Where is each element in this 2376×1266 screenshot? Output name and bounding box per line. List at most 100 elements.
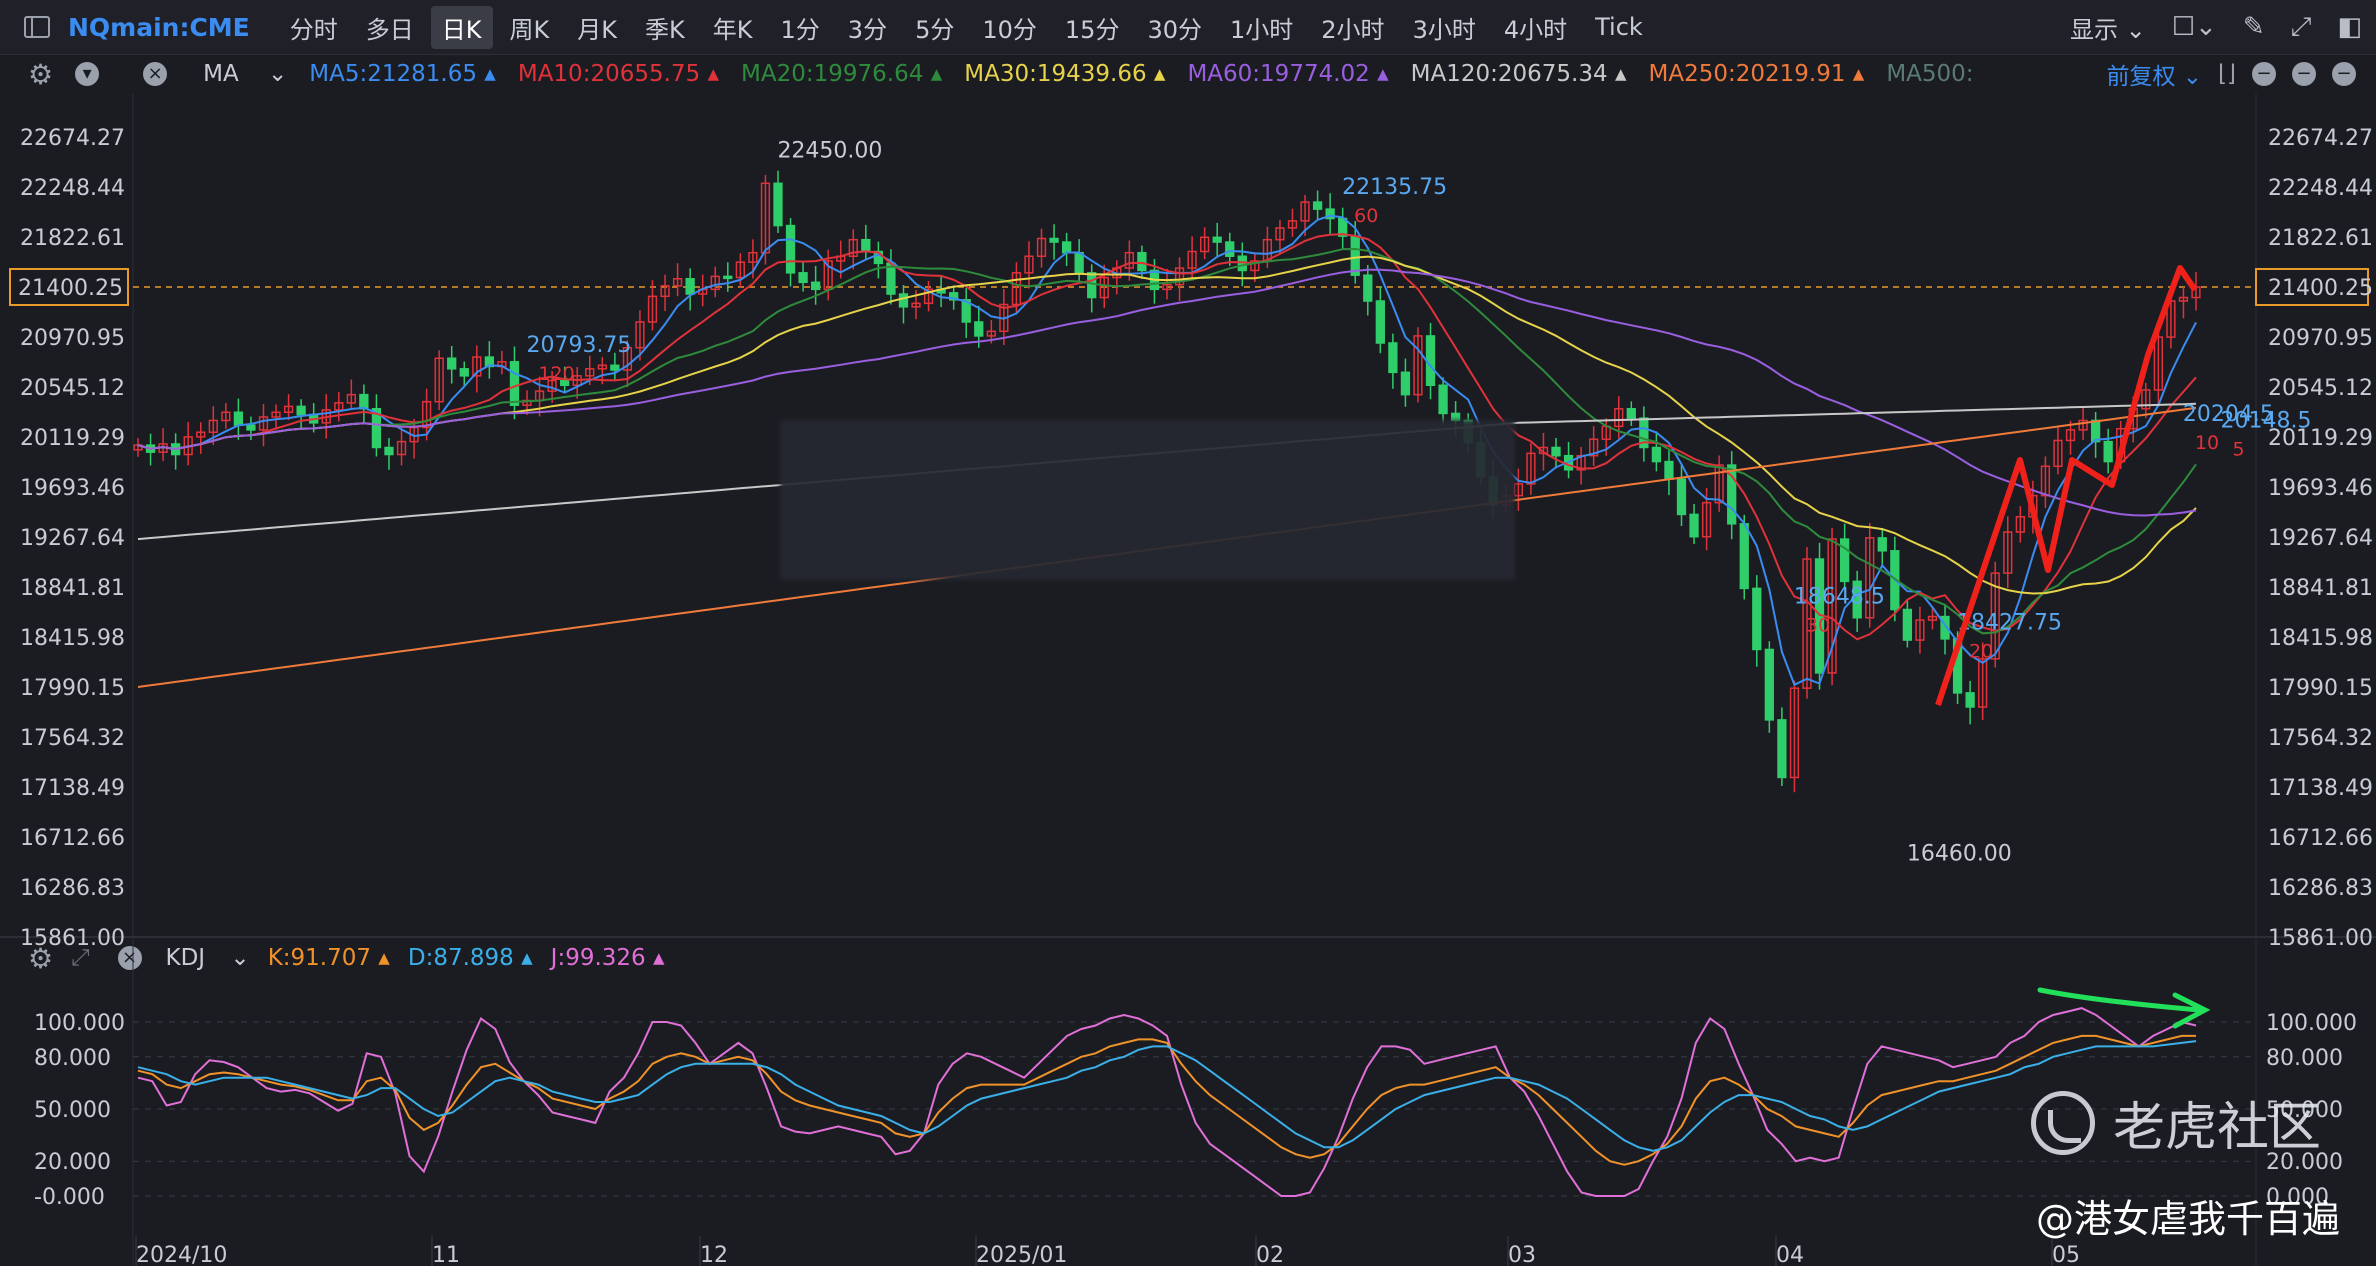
pen-icon[interactable]: ✎ (2242, 12, 2265, 42)
tab-period-17[interactable]: Tick (1595, 13, 1643, 41)
tab-period-12[interactable]: 30分 (1147, 15, 1202, 44)
annotation-sub-2: 120 (538, 363, 574, 385)
candle-body-37 (597, 364, 607, 370)
price-tick-right-5: 20545.12 (2268, 376, 2373, 401)
candle-body-99 (1375, 300, 1385, 344)
ma-value-2: MA20:19976.64 ▴ (741, 61, 943, 87)
candle-body-131 (1777, 719, 1787, 779)
price-tick-left-0: 22674.27 (20, 126, 125, 151)
price-tick-left-6: 20119.29 (20, 426, 125, 451)
price-tick-right-6: 20119.29 (2268, 426, 2373, 451)
price-tick-left-15: 16286.83 (20, 876, 125, 901)
kdj-value-0: K:91.707 ▴ (267, 945, 390, 971)
candle-body-10 (258, 416, 269, 431)
layout-icon[interactable]: ☐⌄ (2171, 12, 2217, 42)
candle-body-119 (1626, 407, 1636, 419)
period-tabs: 分时 多日 日K 周K 月K 季K 年K 1分 3分 5分 10分 15分 30分 1小时 2小时 3小时 4小… (276, 5, 1657, 49)
candle-body-8 (233, 411, 244, 426)
candle-body-133 (1802, 558, 1812, 689)
candle-body-62 (911, 302, 921, 308)
tab-period-13[interactable]: 1小时 (1230, 15, 1294, 44)
tab-period-9[interactable]: 5分 (915, 15, 955, 44)
sidebar-icon[interactable]: ◧ (2337, 12, 2362, 42)
chevron-down-icon: ⌄ (2125, 15, 2146, 44)
tab-period-14[interactable]: 2小时 (1321, 15, 1385, 44)
candle-body-47 (723, 275, 733, 280)
kdj-gear-icon[interactable]: ⚙ (28, 941, 54, 975)
candle-body-53 (798, 272, 808, 284)
ma-value-0: MA5:21281.65 ▴ (309, 61, 496, 87)
sidebar-toggle-icon[interactable] (24, 16, 50, 38)
candle-body-91 (1275, 227, 1285, 241)
expand-icon[interactable]: ⤢ (71, 945, 90, 971)
candle-body-46 (710, 275, 720, 291)
symbol-label[interactable]: NQmain:CME (68, 12, 250, 42)
candle-body-148 (1990, 572, 2000, 660)
minus-icon[interactable]: − (2292, 62, 2316, 86)
collapse-icon[interactable]: ▾ (75, 62, 100, 86)
redacted-area (780, 420, 1515, 580)
candle-body-26 (459, 368, 469, 377)
remove-icon[interactable]: − (2332, 62, 2356, 86)
price-tick-right-7: 19693.46 (2268, 476, 2373, 501)
tab-period-15[interactable]: 3小时 (1412, 15, 1476, 44)
candle-body-11 (271, 411, 281, 418)
price-annotation-3: 16460.00 (1907, 842, 2012, 867)
price-tick-left-16: 15861.00 (20, 926, 125, 951)
candle-body-5 (196, 431, 206, 438)
close-icon[interactable]: × (143, 62, 168, 86)
candle-body-21 (396, 440, 407, 456)
candle-body-16 (334, 402, 344, 411)
toolbar-right: 显示 ⌄ ☐⌄ ✎ ⤢ ◧ (2070, 0, 2362, 54)
scale-icon[interactable]: ⌊⌋ (2218, 61, 2236, 87)
candle-body-93 (1300, 201, 1310, 222)
tab-period-2[interactable]: 日K (430, 5, 493, 49)
kdj-value-1: D:87.898 ▴ (407, 945, 533, 971)
price-tick-right-9: 18841.81 (2268, 576, 2373, 601)
ma-name-text: MA (203, 61, 239, 87)
current-price-box-right (2255, 268, 2369, 306)
tab-period-7[interactable]: 1分 (780, 15, 820, 44)
candle-body-63 (923, 288, 934, 305)
tab-period-11[interactable]: 15分 (1064, 15, 1120, 44)
candle-body-116 (1589, 438, 1599, 457)
candle-body-102 (1413, 335, 1423, 396)
display-menu[interactable]: 显示 ⌄ (2070, 10, 2146, 45)
price-tick-right-16: 15861.00 (2268, 926, 2373, 951)
kdj-tick-right-1: 80.000 (2266, 1046, 2343, 1071)
adjust-select[interactable]: 前复权 ⌄ (2106, 64, 2203, 90)
tab-period-3[interactable]: 周K (509, 15, 550, 44)
top-toolbar: NQmain:CME 分时 多日 日K 周K 月K 季K 年K 1分 3分 5分 10分 15分 30分… (0, 0, 2376, 55)
ma-value-1: MA10:20655.75 ▴ (517, 61, 720, 87)
kdj-indicator-name[interactable]: KDJ ⌄ (165, 945, 250, 971)
tab-period-16[interactable]: 4小时 (1503, 15, 1568, 44)
tab-period-10[interactable]: 10分 (982, 15, 1037, 44)
hand-drawn-red-arrow (1935, 265, 2198, 706)
tab-period-4[interactable]: 月K (577, 15, 618, 44)
price-tick-left-5: 20545.12 (20, 376, 125, 401)
ma-indicator-name[interactable]: MA ⌄ (203, 61, 288, 87)
candle-body-149 (2003, 531, 2013, 574)
candle-body-141 (1902, 608, 1913, 641)
tab-period-1[interactable]: 多日 (365, 15, 414, 44)
candle-body-161 (2153, 336, 2163, 391)
kdj-name-text: KDJ (165, 945, 206, 971)
minimize-icon[interactable]: − (2252, 62, 2276, 86)
candle-body-20 (384, 446, 394, 456)
watermark: 老虎社区 (2030, 1085, 2321, 1160)
tab-period-0[interactable]: 分时 (289, 15, 338, 44)
candle-body-97 (1350, 235, 1360, 276)
gear-icon[interactable]: ⚙ (28, 57, 54, 91)
kdj-tick-right-0: 100.000 (2266, 1011, 2357, 1036)
fullscreen-icon[interactable]: ⤢ (2290, 11, 2312, 42)
candle-body-54 (810, 281, 821, 291)
tab-period-8[interactable]: 3分 (847, 15, 888, 44)
price-annotation-6: 20204.5 (2183, 402, 2274, 427)
candle-body-34 (560, 379, 570, 387)
candle-body-17 (346, 393, 356, 404)
ma20-line (137, 247, 2197, 635)
tab-period-5[interactable]: 季K (645, 15, 685, 44)
candle-body-139 (1877, 537, 1887, 552)
tab-period-6[interactable]: 年K (712, 15, 753, 44)
